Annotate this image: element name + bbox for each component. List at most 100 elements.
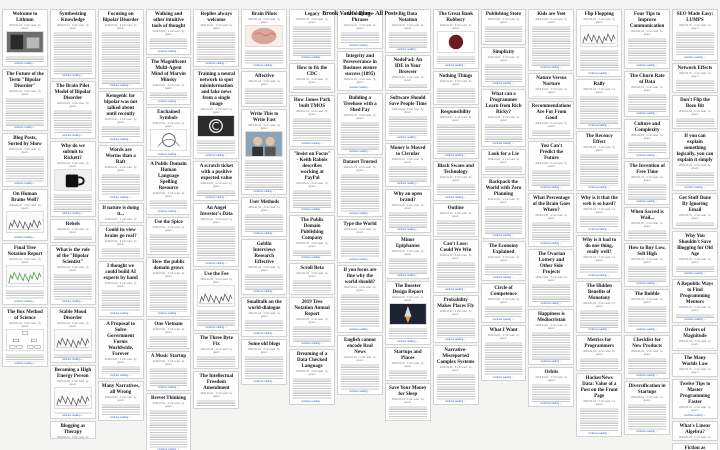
post-title[interactable]: Becoming a High Energy Person <box>54 368 92 379</box>
post-title[interactable]: HackerNews Data: Value of a Post on the … <box>580 376 618 399</box>
post-title[interactable]: Brain Pilots <box>251 12 277 17</box>
post-title[interactable]: How James Park built TMOS <box>293 98 331 109</box>
post-card[interactable]: A Music Startup 2019-01-01 · 4 min read ·… <box>145 351 192 391</box>
read-more-link[interactable]: continue reading → <box>61 74 84 77</box>
post-title[interactable]: Training a neural network to spot misinf… <box>197 72 236 107</box>
post-title[interactable]: Simplicity <box>492 50 515 55</box>
read-more-link[interactable]: continue reading → <box>444 154 467 157</box>
post-title[interactable]: A Computer Phrases <box>346 12 374 23</box>
post-card[interactable]: One Vietnam 2019-01-01 · 4 min read · by … <box>145 319 192 349</box>
read-more-link[interactable]: continue reading → <box>61 358 84 361</box>
post-card[interactable]: If you can explain something logically, … <box>672 131 718 191</box>
post-card[interactable]: A scratch ticket with a positive expecte… <box>193 161 240 201</box>
read-more-link[interactable]: continue reading → <box>588 432 611 435</box>
post-card[interactable]: Why do we submit to Rickett? 2019-01-01 ·… <box>49 141 96 217</box>
post-title[interactable]: When Sacred is Wail... <box>630 210 664 221</box>
post-card[interactable]: The Invention of Free Time 2019-01-01 · 4… <box>624 161 671 205</box>
post-title[interactable]: Money is Moved to Circular <box>390 146 426 157</box>
post-title[interactable]: The Public Domain Publishing Company <box>300 218 324 241</box>
read-more-link[interactable]: continue reading → <box>205 196 228 199</box>
post-title[interactable]: Don't Flip the Bozo Bit <box>680 98 710 109</box>
post-title[interactable]: Rebels <box>65 222 80 227</box>
post-card[interactable]: English cannot encode Real News 2019-01-0… <box>337 335 383 395</box>
post-title[interactable]: Smalltalk on the world-dialogue <box>246 300 282 311</box>
post-card[interactable]: Startups and Places 2019-01-01 · 4 min re… <box>384 347 431 381</box>
post-card[interactable]: Backpack the World with Zero Planning 201… <box>480 177 527 239</box>
post-title[interactable]: Enchained Symbols <box>157 110 180 121</box>
post-card[interactable]: When Sacred is Wail... 2019-01-01 · 4 min… <box>624 207 671 241</box>
read-more-link[interactable]: continue reading → <box>157 210 180 213</box>
post-title[interactable]: Big Data Notation <box>398 12 418 23</box>
post-title[interactable]: Black Swans and Technology <box>437 164 474 175</box>
post-title[interactable]: Publishing Store <box>485 12 522 17</box>
post-card[interactable]: What Percentage of the Brain Goes Where?… <box>528 193 575 247</box>
post-card[interactable]: Look for a Lie 2019-01-01 · 4 min read · … <box>480 149 527 175</box>
post-card[interactable]: Black Swans and Technology 2019-01-01 · 4… <box>432 161 479 201</box>
read-more-link[interactable]: continue reading → <box>349 390 371 393</box>
post-title[interactable]: Save Your Money for Sleep <box>389 386 427 397</box>
read-more-link[interactable]: continue reading → <box>109 84 132 87</box>
post-card[interactable]: The Ovarian Lottery and Other Side Proje… <box>528 249 575 307</box>
read-more-link[interactable]: continue reading → <box>109 312 132 315</box>
read-more-link[interactable]: continue reading → <box>444 196 467 199</box>
post-card[interactable]: The Public Domain Publishing Company 2019… <box>289 215 336 261</box>
post-title[interactable]: Four Tips to Improve Communication <box>629 12 665 29</box>
post-title[interactable]: Walking and other intuitive tools of tho… <box>151 12 186 29</box>
read-more-link[interactable]: continue reading → <box>157 50 180 53</box>
post-title[interactable]: Blog Posts, Sorted by Show <box>8 136 42 147</box>
read-more-link[interactable]: continue reading → <box>444 338 467 341</box>
read-more-link[interactable]: continue reading → <box>636 282 658 285</box>
post-title[interactable]: Why You Shouldn't Save Blogging for Old … <box>677 234 713 257</box>
post-title[interactable]: The Brain Pilot Model of Bipolar Disorde… <box>54 84 91 101</box>
post-card[interactable]: Four Tips to Improve Communication 2019-0… <box>624 9 671 69</box>
post-card[interactable]: Simplicity 2019-01-01 · 4 min read · by g… <box>480 47 527 87</box>
post-title[interactable]: The Recency Effect <box>585 134 613 145</box>
post-title[interactable]: Why an open brand? <box>393 192 422 203</box>
read-more-link[interactable]: continue reading → <box>253 380 276 383</box>
post-card[interactable]: Don't Flip the Bozo Bit 2019-01-01 · 4 mi… <box>672 95 718 129</box>
post-card[interactable]: An Angel Investor's Data 2019-01-01 · 4 m… <box>193 203 240 267</box>
read-more-link[interactable]: continue reading → <box>157 448 180 450</box>
read-more-link[interactable]: continue reading → <box>636 154 658 157</box>
read-more-link[interactable]: continue reading → <box>109 196 132 199</box>
post-card[interactable]: I thought we could build AI experts by h… <box>97 261 144 317</box>
read-more-link[interactable]: continue reading → <box>253 290 276 293</box>
read-more-link[interactable]: continue reading → <box>588 124 611 127</box>
post-card[interactable]: Responsibility 2019-01-01 · 4 min read · … <box>432 107 479 159</box>
post-title[interactable]: Final Tree Notation Report <box>7 246 43 257</box>
read-more-link[interactable]: continue reading → <box>636 430 658 433</box>
read-more-link[interactable]: continue reading → <box>349 150 371 153</box>
read-more-link[interactable]: continue reading → <box>349 44 371 47</box>
read-more-link[interactable]: continue reading → <box>157 386 180 389</box>
post-title[interactable]: One Vietnam <box>154 322 183 327</box>
post-card[interactable]: A Computer Phrases 2019-01-01 · 4 min rea… <box>337 9 383 49</box>
post-title[interactable]: If nature is doing it... <box>102 206 140 217</box>
read-more-link[interactable]: continue reading → <box>61 300 84 303</box>
post-card[interactable]: Software Should Save People Time 2019-01-… <box>384 93 431 141</box>
post-card[interactable]: Circle of Competence 2019-01-01 · 4 min r… <box>480 283 527 323</box>
post-card[interactable]: The Intellectual Freedom Amendment 2019-0… <box>193 371 240 409</box>
post-title[interactable]: Recommendations Are For From Good <box>531 104 572 121</box>
read-more-link[interactable]: continue reading → <box>349 212 371 215</box>
read-more-link[interactable]: continue reading → <box>253 190 276 193</box>
post-title[interactable]: Building a Treehose with a Shed Pay <box>343 96 377 113</box>
post-title[interactable]: Dataset Trusted <box>343 160 377 165</box>
post-card[interactable]: Recommendations Are For From Good 2019-01… <box>528 101 575 139</box>
post-card[interactable]: Many Narratives, all Wrong 2019-01-01 · 4… <box>97 381 144 421</box>
post-title[interactable]: Type the World <box>343 222 377 227</box>
read-more-link[interactable]: continue reading → <box>14 300 36 303</box>
post-title[interactable]: The Future of the Term "Bipolar Disorder… <box>6 72 44 89</box>
post-title[interactable]: Flip Flopping <box>584 12 614 17</box>
read-more-link[interactable]: continue reading → <box>205 262 228 265</box>
post-card[interactable]: What I Want 2019-01-01 · 4 min read · by … <box>480 325 527 381</box>
post-card[interactable]: Metrics for Programmers 2019-01-01 · 4 mi… <box>576 335 623 371</box>
read-more-link[interactable]: continue reading → <box>109 138 132 141</box>
post-card[interactable]: The Three Byte Fix 2019-01-01 · 4 min rea… <box>193 333 240 369</box>
post-title[interactable]: Diversification in Startups <box>628 384 666 395</box>
read-more-link[interactable]: continue reading → <box>396 48 419 51</box>
post-card[interactable]: Diversification in Startups 2019-01-01 · … <box>624 381 671 435</box>
read-more-link[interactable]: continue reading → <box>492 276 515 279</box>
post-title[interactable]: What I Want <box>489 328 518 333</box>
post-title[interactable]: Synthesizing Knowledge <box>59 12 87 23</box>
post-title[interactable]: Twelve Tips to Master Programming Faster <box>679 382 711 405</box>
